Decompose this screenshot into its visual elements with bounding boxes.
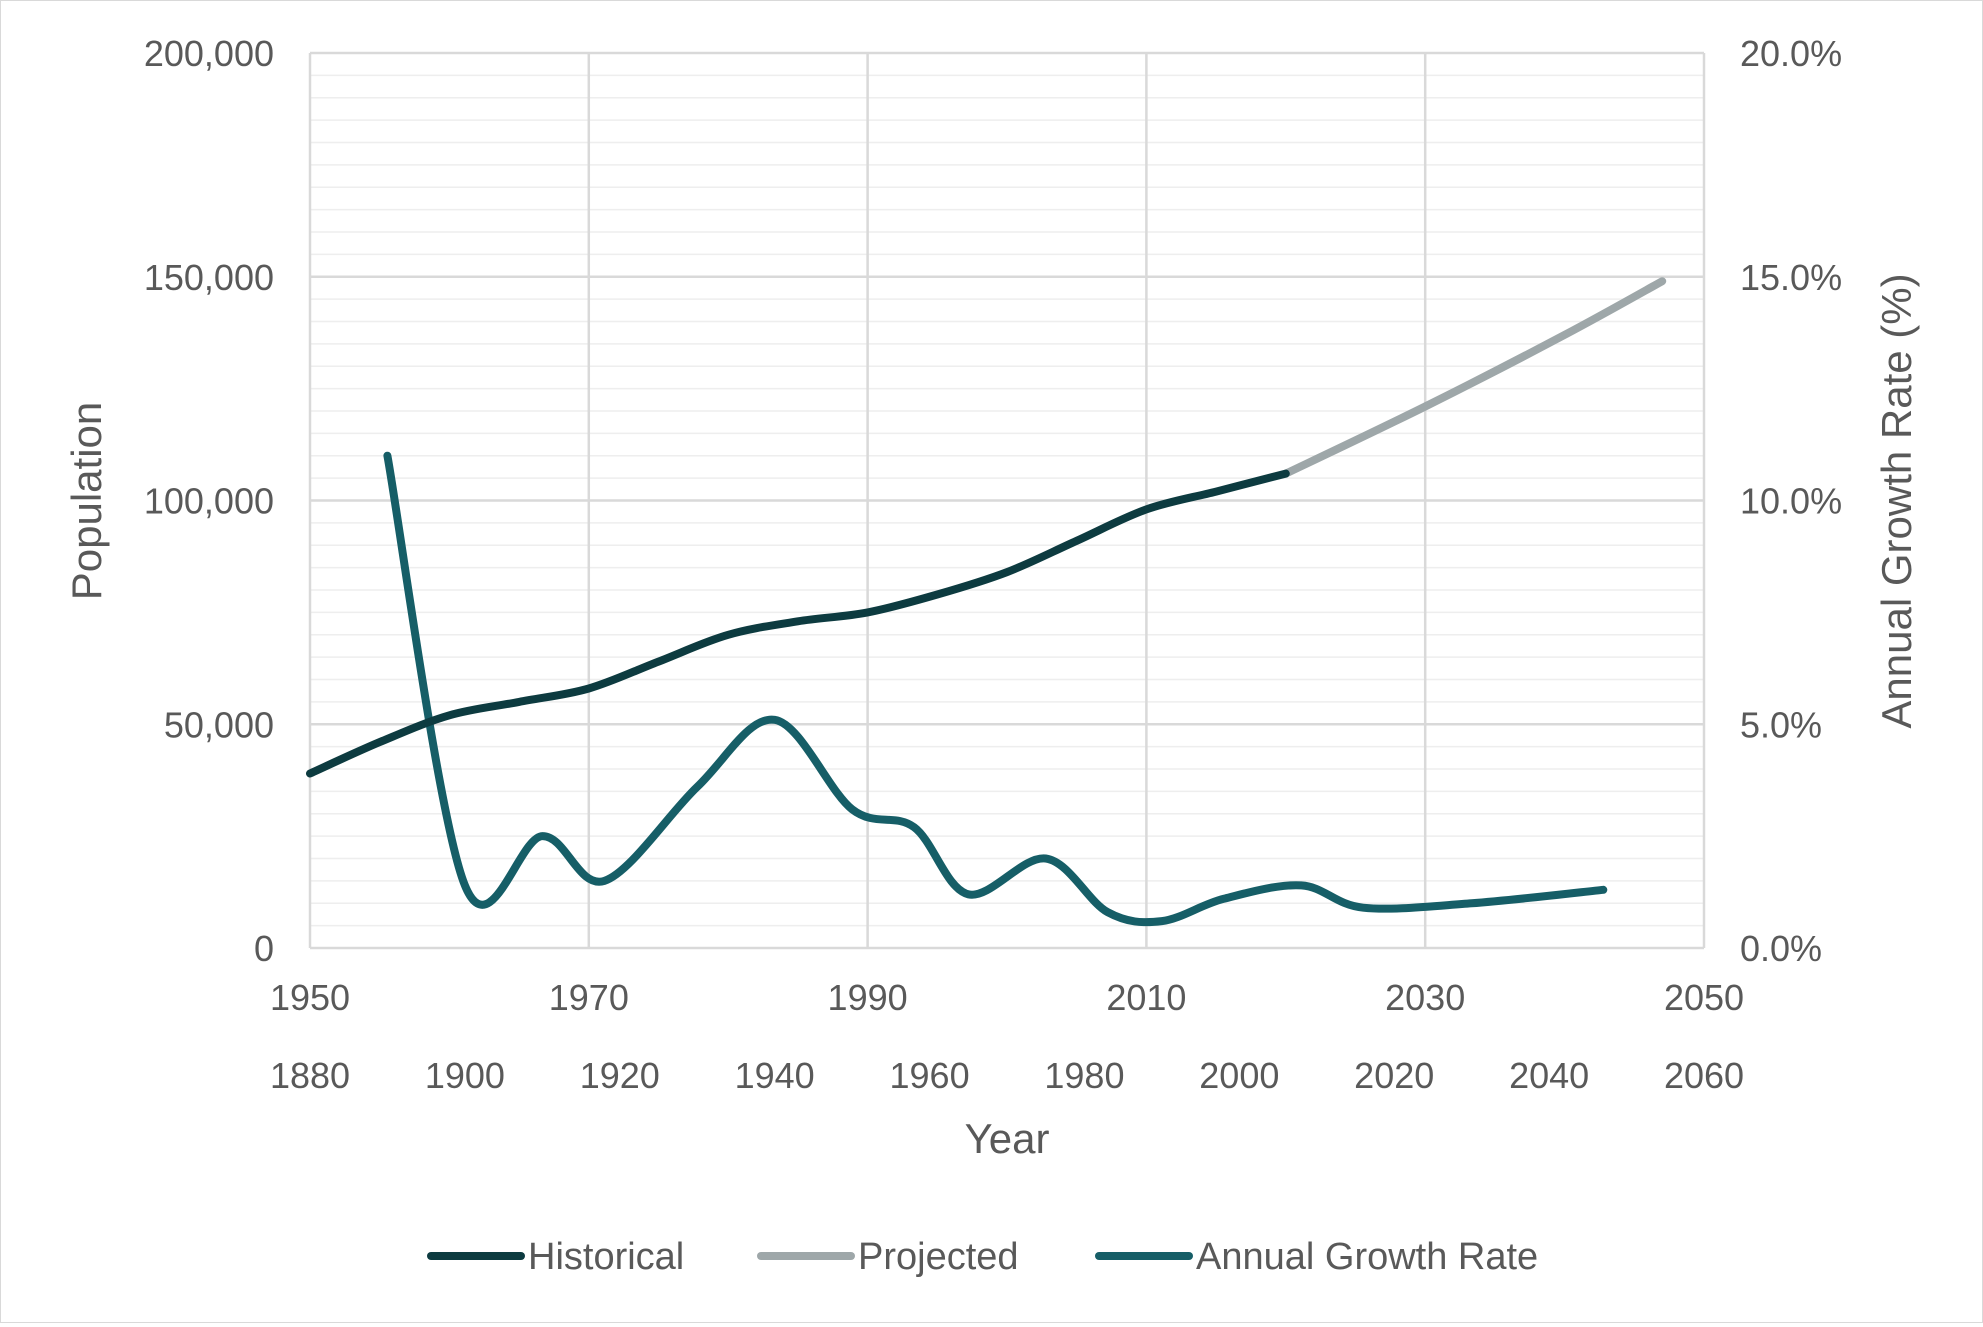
x2-tick-label: 1980 — [1044, 1055, 1124, 1096]
x2-tick-label: 1900 — [425, 1055, 505, 1096]
series-projected-line — [1281, 277, 1667, 478]
x-tick-label: 2010 — [1106, 977, 1186, 1018]
legend-item-annual-growth-rate: Annual Growth Rate — [1095, 1236, 1538, 1278]
legend-item-projected: Projected — [757, 1236, 1019, 1278]
y-tick-label: 150,000 — [144, 257, 274, 298]
legend-item-historical: Historical — [427, 1236, 684, 1278]
x-axis-title: Year — [965, 1115, 1050, 1162]
x2-tick-label: 1960 — [890, 1055, 970, 1096]
major-gridlines — [308, 51, 1706, 950]
x-tick-label: 2050 — [1664, 977, 1744, 1018]
x2-tick-label: 2000 — [1199, 1055, 1279, 1096]
y2-tick-label: 10.0% — [1740, 481, 1842, 522]
legend-label-historical: Historical — [528, 1236, 684, 1278]
y-tick-label: 0 — [254, 928, 274, 969]
x2-tick-label: 1940 — [735, 1055, 815, 1096]
x2-tick-label: 1920 — [580, 1055, 660, 1096]
left-axis-ticks: 0 50,000 100,000 150,000 200,000 — [144, 33, 274, 969]
y2-tick-label: 5.0% — [1740, 704, 1822, 745]
x-tick-label: 1990 — [828, 977, 908, 1018]
y2-axis-title: Annual Growth Rate (%) — [1873, 273, 1920, 728]
secondary-x-axis-ticks: 1880 1900 1920 1940 1960 1980 2000 2020 2040 2060 — [270, 1055, 1744, 1096]
series-layer — [306, 277, 1667, 927]
x-tick-label: 1950 — [270, 977, 350, 1018]
x2-tick-label: 1880 — [270, 1055, 350, 1096]
right-axis-ticks: 0.0% 5.0% 10.0% 15.0% 20.0% — [1740, 33, 1842, 969]
x-tick-label: 2030 — [1385, 977, 1465, 1018]
y2-tick-label: 20.0% — [1740, 33, 1842, 74]
minor-gridlines — [310, 74, 1704, 927]
x2-tick-label: 2060 — [1664, 1055, 1744, 1096]
legend-label-annual-growth-rate: Annual Growth Rate — [1196, 1236, 1538, 1278]
y-tick-label: 200,000 — [144, 33, 274, 74]
series-annual-growth-rate-line — [383, 451, 1608, 927]
series-historical-line — [306, 469, 1290, 778]
legend-label-projected: Projected — [858, 1236, 1019, 1278]
y2-tick-label: 15.0% — [1740, 257, 1842, 298]
y-axis-title: Population — [63, 402, 110, 601]
y-tick-label: 50,000 — [164, 704, 274, 745]
x2-tick-label: 2020 — [1354, 1055, 1434, 1096]
primary-x-axis-ticks: 1950 1970 1990 2010 2030 2050 — [270, 977, 1744, 1018]
y2-tick-label: 0.0% — [1740, 928, 1822, 969]
x2-tick-label: 2040 — [1509, 1055, 1589, 1096]
y-tick-label: 100,000 — [144, 481, 274, 522]
x-tick-label: 1970 — [549, 977, 629, 1018]
legend: Historical Projected Annual Growth Rate — [427, 1236, 1538, 1278]
